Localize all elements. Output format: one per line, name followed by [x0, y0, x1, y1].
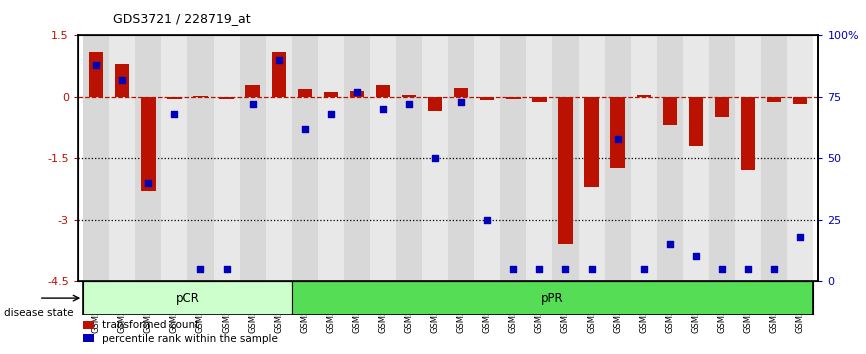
Bar: [559, 97, 572, 244]
Point: [141, 180, 155, 185]
Point: [767, 266, 781, 272]
Text: pPR: pPR: [541, 292, 564, 304]
Point: [455, 99, 469, 104]
Legend: transformed count, percentile rank within the sample: transformed count, percentile rank withi…: [83, 320, 278, 344]
Bar: [292, 281, 813, 315]
Bar: [141, 97, 156, 191]
Point: [611, 136, 624, 141]
Bar: [428, 97, 443, 111]
Point: [585, 266, 598, 272]
Point: [167, 111, 181, 117]
Bar: [89, 52, 103, 97]
Bar: [611, 97, 624, 169]
Bar: [637, 95, 651, 97]
Bar: [318, 35, 344, 281]
Bar: [344, 35, 370, 281]
Bar: [553, 35, 578, 281]
Point: [89, 62, 103, 68]
Bar: [240, 35, 266, 281]
Bar: [533, 97, 546, 102]
Point: [272, 57, 286, 63]
Bar: [662, 97, 677, 125]
Bar: [245, 85, 260, 97]
Point: [559, 266, 572, 272]
Bar: [480, 97, 494, 100]
Bar: [688, 97, 703, 146]
Text: pCR: pCR: [176, 292, 199, 304]
Bar: [350, 91, 364, 97]
Bar: [501, 35, 527, 281]
Point: [193, 266, 207, 272]
Bar: [767, 97, 781, 102]
Bar: [506, 97, 520, 99]
Bar: [266, 35, 292, 281]
Point: [507, 266, 520, 272]
Point: [428, 155, 442, 161]
Bar: [656, 35, 682, 281]
Bar: [109, 35, 135, 281]
Bar: [83, 35, 109, 281]
Bar: [740, 97, 755, 170]
Point: [115, 77, 129, 82]
Bar: [214, 35, 240, 281]
Bar: [585, 97, 598, 187]
Point: [793, 234, 807, 240]
Bar: [187, 35, 214, 281]
Point: [533, 266, 546, 272]
Bar: [682, 35, 709, 281]
Bar: [714, 97, 729, 117]
Point: [481, 217, 494, 222]
Point: [246, 101, 260, 107]
Point: [350, 89, 364, 95]
Bar: [167, 97, 182, 99]
Point: [376, 106, 390, 112]
Bar: [422, 35, 449, 281]
Bar: [709, 35, 735, 281]
Bar: [604, 35, 630, 281]
Bar: [324, 92, 338, 97]
Point: [637, 266, 650, 272]
Bar: [402, 95, 417, 97]
Bar: [376, 85, 391, 97]
Bar: [193, 96, 208, 97]
Bar: [454, 88, 469, 97]
Point: [298, 126, 312, 132]
Bar: [272, 52, 286, 97]
Bar: [735, 35, 761, 281]
Bar: [475, 35, 501, 281]
Bar: [578, 35, 604, 281]
Bar: [793, 97, 807, 104]
Bar: [298, 90, 312, 97]
Bar: [527, 35, 553, 281]
Bar: [219, 97, 234, 99]
Text: disease state: disease state: [4, 308, 74, 318]
Bar: [449, 35, 475, 281]
Bar: [292, 35, 318, 281]
Bar: [630, 35, 656, 281]
Bar: [83, 281, 292, 315]
Bar: [161, 35, 187, 281]
Point: [220, 266, 234, 272]
Point: [324, 111, 338, 117]
Bar: [115, 64, 129, 97]
Text: GDS3721 / 228719_at: GDS3721 / 228719_at: [113, 12, 250, 25]
Bar: [787, 35, 813, 281]
Point: [662, 241, 676, 247]
Point: [402, 101, 416, 107]
Bar: [396, 35, 422, 281]
Bar: [370, 35, 396, 281]
Bar: [135, 35, 161, 281]
Point: [689, 253, 703, 259]
Point: [741, 266, 755, 272]
Point: [715, 266, 729, 272]
Bar: [761, 35, 787, 281]
